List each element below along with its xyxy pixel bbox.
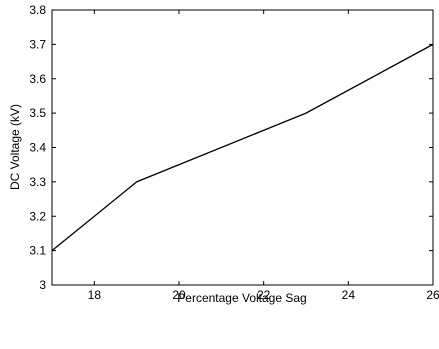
y-tick-label: 3.4 <box>29 141 46 155</box>
x-tick-label: 22 <box>257 288 271 302</box>
series-group <box>51 43 434 252</box>
y-tick-label: 3.6 <box>29 72 46 86</box>
y-tick-label: 3.2 <box>29 209 46 223</box>
axis-ticks <box>52 9 434 286</box>
x-tick-label: 18 <box>88 288 102 302</box>
y-tick-label: 3.7 <box>29 37 46 51</box>
x-axis-label: Percentage Voltage Sag <box>177 291 306 305</box>
plot-area <box>51 9 434 286</box>
y-tick-label: 3 <box>39 278 46 292</box>
series-line <box>51 43 434 252</box>
y-tick-label: 3.5 <box>29 106 46 120</box>
y-tick-label: 3.3 <box>29 175 46 189</box>
y-tick-labels: 3 3.1 3.2 3.3 3.4 3.5 3.6 3.7 3.8 <box>29 3 46 292</box>
x-tick-label: 24 <box>342 288 356 302</box>
y-tick-label: 3.1 <box>29 244 46 258</box>
x-tick-label: 26 <box>426 288 439 302</box>
y-axis-label: DC Voltage (kV) <box>8 104 22 190</box>
x-tick-label: 20 <box>172 288 186 302</box>
y-tick-label: 3.8 <box>29 3 46 17</box>
x-tick-labels: 18 20 22 24 26 <box>88 288 439 302</box>
